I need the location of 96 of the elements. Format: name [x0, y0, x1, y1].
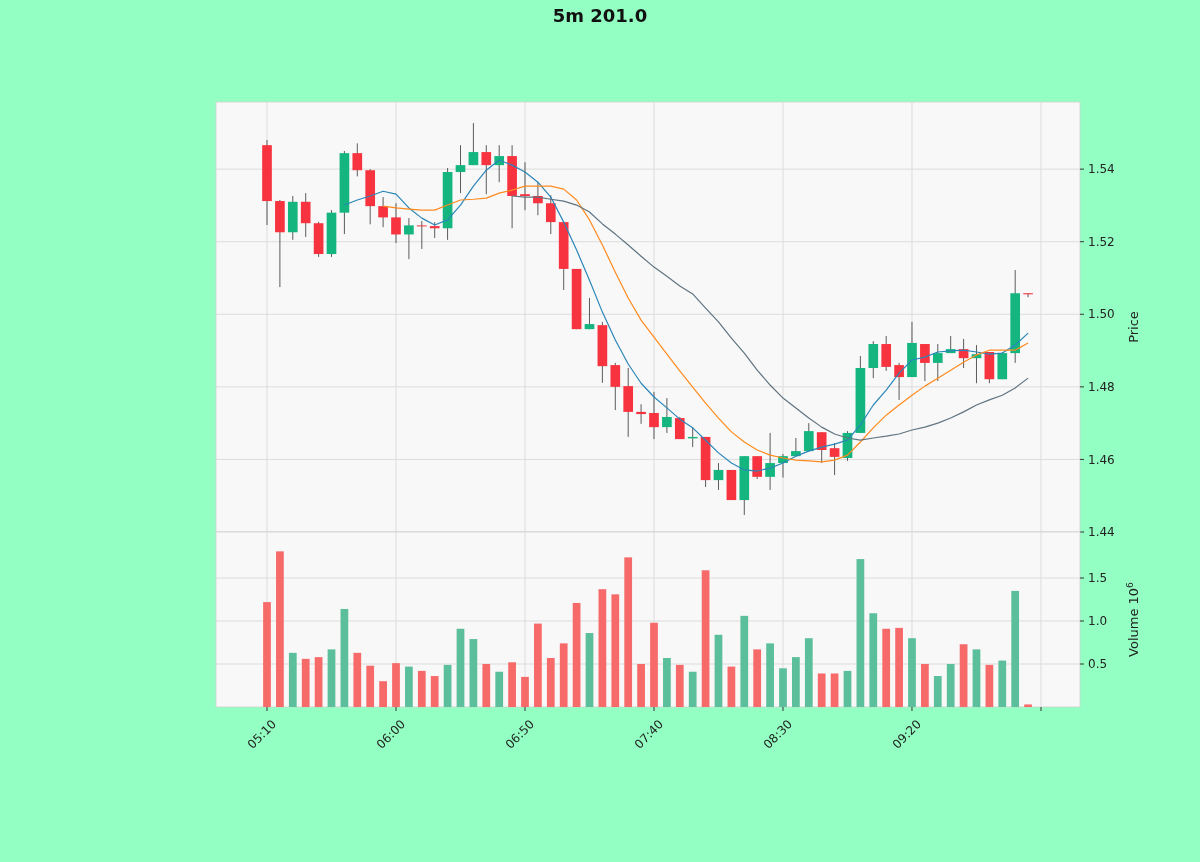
candlestick [610, 362, 621, 411]
y-tick-label: 1.50 [1088, 307, 1115, 322]
bar [572, 602, 581, 707]
bar [366, 665, 375, 707]
bar [443, 664, 452, 707]
candlestick [352, 142, 363, 177]
bar [1011, 590, 1020, 707]
candlestick [932, 343, 943, 382]
bar [714, 634, 723, 707]
chart-title: 5m 201.0 [552, 5, 648, 26]
bar [611, 594, 620, 707]
bar [779, 668, 787, 707]
bar [276, 551, 284, 707]
bar [804, 638, 813, 707]
candlestick [416, 220, 427, 250]
candlestick [391, 202, 401, 244]
bar [663, 657, 671, 707]
bar [430, 676, 439, 707]
candlestick [765, 432, 775, 491]
candlestick [468, 122, 479, 166]
candlestick [920, 343, 930, 382]
y-tick-label: 1.5 [1088, 571, 1108, 586]
bar [843, 670, 852, 707]
bar [921, 664, 929, 707]
candlestick [520, 161, 530, 211]
bar [766, 643, 774, 707]
bar [624, 557, 633, 707]
candlestick [429, 221, 440, 239]
candlestick [868, 340, 879, 379]
bar [817, 673, 826, 707]
candlestick [1023, 292, 1033, 298]
candlestick [584, 297, 595, 330]
bar [559, 643, 568, 707]
y-tick-label: 1.54 [1088, 162, 1115, 177]
candlestick [662, 397, 672, 434]
y-tick-label: 1.0 [1088, 614, 1108, 629]
bar [482, 664, 491, 707]
bar [263, 602, 271, 707]
candlestick [803, 422, 814, 452]
bar [998, 660, 1007, 707]
bar [740, 615, 749, 707]
bar [650, 622, 658, 707]
candlestick [455, 144, 466, 194]
bar [546, 657, 555, 707]
y-tick-label: 1.44 [1088, 525, 1115, 540]
bar [933, 676, 942, 707]
bar [895, 627, 903, 707]
bar [869, 613, 878, 707]
y-tick-label: 1.46 [1088, 452, 1115, 467]
bar [327, 649, 336, 707]
bar [882, 628, 891, 707]
bar [379, 681, 387, 707]
bar [314, 657, 323, 707]
bar [856, 559, 865, 707]
bar [1024, 704, 1032, 707]
bar [585, 633, 594, 707]
candlestick [481, 144, 492, 195]
bar [353, 652, 362, 707]
bar [288, 652, 297, 707]
candlestick [636, 403, 646, 425]
candlestick [829, 442, 840, 476]
bar [830, 673, 839, 707]
bar [301, 658, 310, 707]
bar [637, 664, 645, 707]
y-axis-title: Price [1126, 311, 1141, 343]
candlestick [378, 196, 388, 228]
bar [521, 676, 529, 707]
bar [959, 644, 968, 707]
bar [675, 664, 684, 707]
bar [495, 671, 504, 707]
candlestick [649, 391, 659, 440]
bar [508, 662, 516, 707]
bar [753, 649, 762, 707]
bar [340, 608, 349, 707]
bar [598, 589, 607, 707]
bar [985, 664, 994, 707]
bar [534, 623, 542, 707]
bar [946, 664, 955, 707]
candlestick [404, 217, 414, 260]
bar [688, 671, 697, 707]
bar [392, 663, 400, 707]
bar [417, 670, 426, 707]
y-tick-label: 1.48 [1088, 380, 1115, 395]
bar [469, 639, 478, 707]
bar [908, 638, 916, 707]
candlestick [300, 192, 311, 238]
candlestick [881, 335, 892, 372]
candlestick [713, 462, 724, 491]
bar [456, 628, 465, 707]
candlestick [545, 194, 556, 235]
y-tick-label: 1.52 [1088, 234, 1115, 249]
bar [972, 649, 981, 707]
y-tick-label: 0.5 [1088, 657, 1108, 672]
bar [405, 666, 413, 707]
bar [701, 570, 710, 707]
bar [792, 657, 800, 707]
